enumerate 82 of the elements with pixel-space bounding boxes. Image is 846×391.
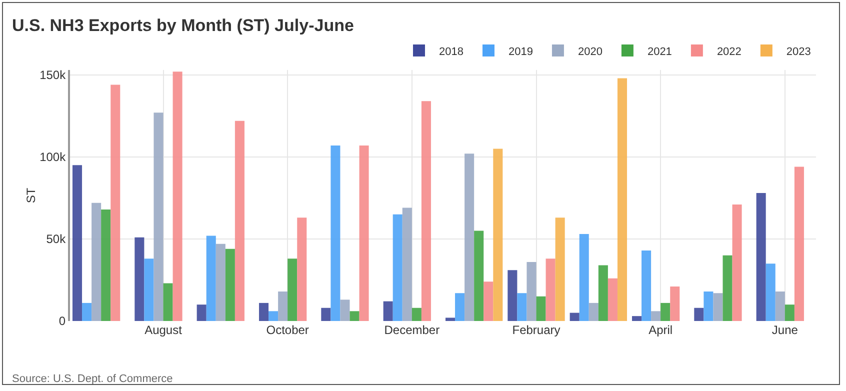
- bar: [330, 145, 340, 321]
- bar: [526, 262, 536, 321]
- bar: [196, 304, 206, 321]
- y-tick-label: 100k: [40, 150, 67, 164]
- bar: [392, 214, 402, 321]
- bar: [670, 286, 680, 321]
- bar: [350, 311, 360, 321]
- bar: [546, 258, 556, 321]
- bar: [445, 318, 456, 321]
- bar: [713, 293, 723, 321]
- bar: [464, 154, 474, 321]
- bar: [225, 248, 235, 321]
- bar: [722, 255, 732, 321]
- bar: [72, 165, 82, 321]
- bar: [216, 244, 226, 321]
- bar: [608, 278, 618, 321]
- y-tick-label: 0: [58, 314, 66, 328]
- bar: [154, 112, 164, 321]
- bar: [588, 302, 598, 321]
- bar: [258, 302, 269, 321]
- bar: [383, 301, 393, 321]
- bar: [484, 282, 494, 321]
- bar: [508, 270, 518, 321]
- legend-label: 2022: [716, 46, 742, 58]
- bar: [82, 302, 92, 321]
- bar: [268, 311, 278, 321]
- bar: [517, 293, 527, 321]
- bar: [617, 78, 628, 321]
- bar: [206, 236, 216, 321]
- bar: [632, 316, 642, 321]
- bar: [92, 202, 102, 321]
- bar: [402, 208, 412, 321]
- bar: [784, 304, 794, 321]
- bar: [421, 101, 431, 321]
- bar: [288, 258, 298, 321]
- source-note: Source: U.S. Dept. of Commerce: [12, 373, 173, 385]
- bar: [766, 264, 776, 321]
- bar: [794, 166, 804, 321]
- bar: [321, 308, 331, 321]
- bar: [598, 265, 608, 321]
- y-tick-label: 50k: [46, 232, 67, 246]
- y-axis-title: ST: [24, 187, 38, 204]
- bar: [555, 218, 565, 321]
- bar: [694, 308, 704, 321]
- x-tick-label: June: [772, 323, 798, 337]
- legend-label: 2020: [578, 46, 602, 58]
- bar: [474, 230, 484, 321]
- legend-label: 2023: [786, 46, 811, 58]
- legend-label: 2018: [439, 46, 464, 58]
- bar: [134, 237, 144, 321]
- y-tick-label: 150k: [40, 68, 67, 82]
- x-tick-label: December: [384, 323, 440, 337]
- bar: [359, 145, 369, 321]
- bar: [340, 300, 350, 321]
- bar: [234, 120, 244, 321]
- legend-label: 2021: [647, 46, 672, 58]
- bar: [660, 302, 670, 321]
- bar: [756, 193, 766, 321]
- bar: [704, 291, 714, 321]
- bar: [455, 293, 465, 321]
- bar: [642, 250, 652, 321]
- x-tick-label: April: [648, 323, 673, 337]
- bar: [297, 218, 307, 321]
- bar: [536, 296, 546, 321]
- bar: [110, 84, 120, 321]
- bar: [732, 204, 742, 321]
- x-tick-label: February: [512, 323, 560, 337]
- x-tick-label: October: [266, 323, 309, 337]
- bar: [493, 148, 503, 321]
- bar: [278, 291, 288, 321]
- bar: [163, 283, 173, 321]
- bar: [412, 308, 422, 321]
- x-tick-label: August: [144, 323, 183, 337]
- bar: [144, 258, 154, 321]
- chart-title: U.S. NH3 Exports by Month (ST) July-June: [12, 16, 354, 35]
- bar: [651, 311, 661, 321]
- bar: [101, 209, 111, 321]
- bar: [579, 234, 589, 321]
- bar: [570, 312, 580, 321]
- legend-label: 2019: [508, 46, 533, 58]
- bar: [172, 72, 182, 321]
- bar: [775, 291, 785, 321]
